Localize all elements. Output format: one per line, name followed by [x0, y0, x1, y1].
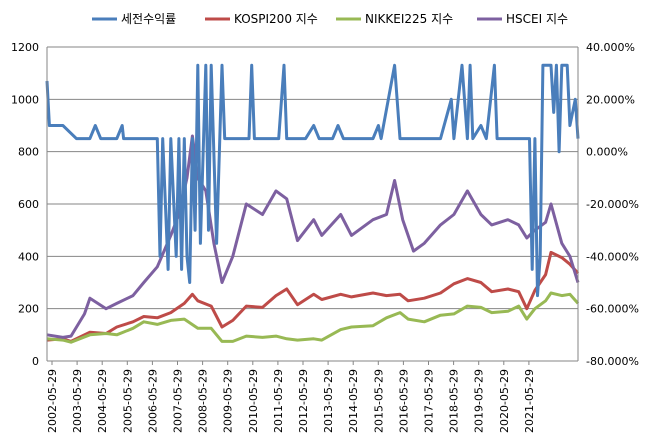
x-tick-label: 2011-05-29	[272, 369, 285, 433]
x-tick-label: 2016-05-29	[397, 369, 410, 433]
y-right-tick-label: 40.000%	[586, 41, 635, 54]
series-line	[46, 134, 580, 339]
x-tick-label: 2017-05-29	[423, 369, 436, 433]
x-tick-label: 2004-05-29	[96, 369, 109, 433]
y-left-tick-label: 400	[18, 250, 39, 263]
y-right-tick-label: -40.000%	[586, 250, 639, 263]
x-tick-label: 2007-05-29	[172, 369, 185, 433]
y-left-tick-label: 800	[18, 146, 39, 159]
legend: 세전수익률 KOSPI200 지수 NIKKEI225 지수 HSCEI 지수	[92, 12, 568, 26]
x-tick-label: 2010-05-29	[247, 369, 260, 433]
y-right-tick-label: 0.000%	[586, 146, 628, 159]
y-left-tick-label: 0	[32, 355, 39, 368]
x-tick-label: 2002-05-29	[46, 369, 59, 433]
y-left-tick-label: 1200	[11, 41, 39, 54]
x-tick-label: 2020-05-29	[498, 369, 511, 433]
x-tick-label: 2009-05-29	[222, 369, 235, 433]
legend-label: KOSPI200 지수	[234, 12, 318, 26]
x-tick-label: 2003-05-29	[71, 369, 84, 433]
series-line	[45, 63, 580, 298]
x-tick-label: 2013-05-29	[322, 369, 335, 433]
y-left-tick-label: 1000	[11, 93, 39, 106]
x-tick-label: 2015-05-29	[372, 369, 385, 433]
y-right-tick-label: -80.000%	[586, 355, 639, 368]
legend-label: NIKKEI225 지수	[365, 12, 453, 26]
axes: 0 -80.000% 200 -60.000% 400 -40.000% 600 -20.00…	[11, 41, 639, 433]
x-tick-label: 2006-05-29	[146, 369, 159, 433]
x-tick-label: 2014-05-29	[347, 369, 360, 433]
y-right-tick-label: -20.000%	[586, 198, 639, 211]
y-left-tick-label: 200	[18, 303, 39, 316]
y-right-tick-label: -60.000%	[586, 303, 639, 316]
series-lines	[45, 63, 580, 344]
x-tick-label: 2005-05-29	[121, 369, 134, 433]
legend-label: 세전수익률	[121, 12, 176, 26]
x-tick-label: 2019-05-29	[473, 369, 486, 433]
x-tick-label: 2021-05-29	[523, 369, 536, 433]
x-tick-label: 2008-05-29	[197, 369, 210, 433]
x-tick-label: 2012-05-29	[297, 369, 310, 433]
legend-label: HSCEI 지수	[506, 12, 568, 26]
y-left-tick-label: 600	[18, 198, 39, 211]
x-tick-label: 2018-05-29	[448, 369, 461, 433]
y-right-tick-label: 20.000%	[586, 93, 635, 106]
series-line	[46, 291, 580, 344]
series-line	[46, 250, 580, 343]
